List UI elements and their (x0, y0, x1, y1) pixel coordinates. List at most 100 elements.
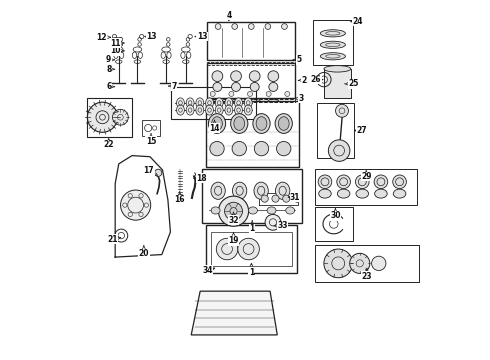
Text: 33: 33 (274, 221, 288, 230)
Ellipse shape (256, 117, 267, 130)
Bar (315, 207, 353, 241)
Bar (207, 22, 295, 60)
Text: 14: 14 (209, 120, 220, 132)
Ellipse shape (245, 98, 252, 108)
Ellipse shape (275, 182, 290, 199)
Circle shape (215, 24, 221, 30)
Ellipse shape (320, 53, 345, 60)
Text: 3: 3 (295, 94, 304, 103)
Bar (205, 101, 299, 167)
Ellipse shape (248, 207, 257, 214)
Text: 31: 31 (288, 193, 300, 202)
Text: 30: 30 (330, 208, 341, 220)
Circle shape (285, 91, 290, 96)
Ellipse shape (232, 182, 247, 199)
Ellipse shape (225, 98, 233, 108)
Text: 22: 22 (103, 139, 114, 149)
Circle shape (219, 196, 248, 226)
Ellipse shape (196, 105, 204, 115)
Ellipse shape (276, 141, 291, 156)
Ellipse shape (186, 105, 194, 115)
Ellipse shape (261, 195, 269, 202)
Ellipse shape (375, 189, 387, 198)
Circle shape (210, 91, 215, 96)
Circle shape (371, 256, 386, 271)
Ellipse shape (254, 141, 269, 156)
Circle shape (248, 24, 254, 30)
Circle shape (113, 109, 128, 125)
Ellipse shape (176, 98, 184, 108)
Circle shape (265, 24, 271, 30)
Ellipse shape (393, 175, 406, 189)
Ellipse shape (186, 98, 194, 108)
Circle shape (324, 249, 353, 278)
Circle shape (238, 238, 259, 260)
Ellipse shape (213, 82, 222, 91)
Ellipse shape (275, 114, 293, 134)
Circle shape (328, 140, 350, 161)
Ellipse shape (278, 117, 289, 130)
Bar (202, 169, 302, 223)
Text: 24: 24 (350, 17, 363, 26)
Text: 34: 34 (202, 266, 215, 275)
Circle shape (224, 202, 243, 220)
Ellipse shape (254, 182, 269, 199)
Text: 23: 23 (362, 268, 372, 280)
Bar (207, 62, 295, 64)
Bar (317, 103, 354, 158)
Ellipse shape (337, 175, 350, 189)
Ellipse shape (294, 195, 300, 202)
Ellipse shape (250, 82, 259, 91)
Ellipse shape (337, 189, 350, 198)
Circle shape (266, 91, 271, 96)
Text: 2: 2 (298, 76, 307, 85)
Text: 9: 9 (106, 55, 115, 64)
Circle shape (350, 253, 370, 273)
Ellipse shape (231, 114, 248, 134)
Text: 25: 25 (345, 80, 359, 89)
Text: 15: 15 (146, 134, 156, 146)
Ellipse shape (232, 82, 241, 91)
Text: 27: 27 (354, 126, 367, 135)
Text: 17: 17 (144, 166, 157, 175)
Bar (207, 99, 295, 102)
Ellipse shape (253, 114, 270, 134)
Ellipse shape (215, 105, 223, 115)
Text: 18: 18 (194, 174, 207, 183)
Ellipse shape (231, 71, 242, 82)
Circle shape (155, 169, 162, 176)
Circle shape (121, 190, 151, 220)
Bar (313, 21, 353, 65)
Ellipse shape (269, 82, 278, 91)
Ellipse shape (324, 66, 351, 72)
Bar (207, 63, 295, 98)
Ellipse shape (245, 105, 252, 115)
Ellipse shape (283, 195, 290, 202)
Bar (142, 120, 160, 136)
Bar (172, 87, 256, 119)
Ellipse shape (393, 189, 406, 198)
Ellipse shape (212, 117, 222, 130)
Ellipse shape (196, 98, 204, 108)
Ellipse shape (320, 30, 345, 37)
Text: 12: 12 (97, 33, 110, 42)
Text: 21: 21 (107, 235, 121, 244)
Circle shape (265, 215, 281, 230)
Ellipse shape (355, 175, 369, 189)
Ellipse shape (176, 105, 184, 115)
Bar (205, 225, 297, 273)
Text: 11: 11 (110, 39, 124, 48)
Circle shape (232, 24, 238, 30)
Ellipse shape (211, 182, 225, 199)
Ellipse shape (211, 207, 220, 214)
Ellipse shape (318, 189, 331, 198)
Ellipse shape (356, 189, 368, 198)
Text: 6: 6 (106, 82, 115, 91)
Text: 7: 7 (169, 82, 177, 91)
Ellipse shape (210, 141, 224, 156)
Text: 13: 13 (195, 32, 207, 41)
Ellipse shape (215, 98, 223, 108)
Text: 10: 10 (110, 46, 124, 55)
Bar (211, 232, 292, 266)
Text: 4: 4 (226, 10, 231, 21)
